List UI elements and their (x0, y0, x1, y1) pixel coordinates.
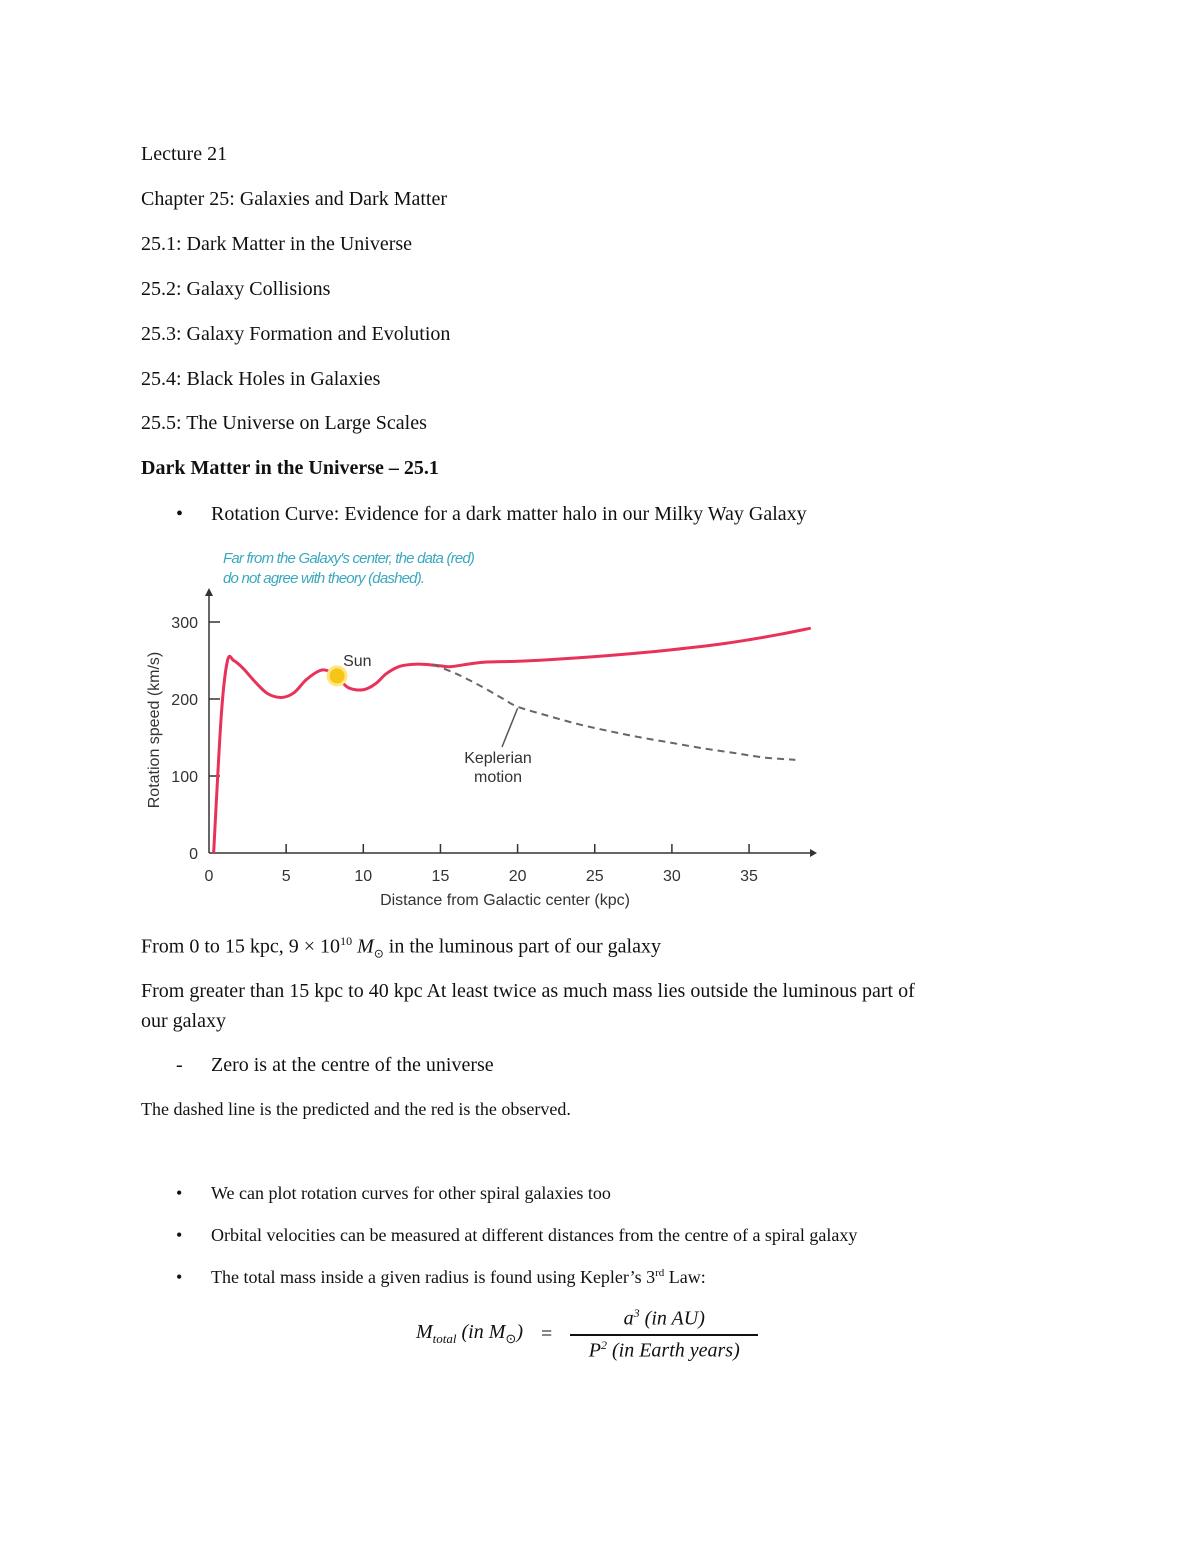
chart-annotation: do not agree with theory (dashed). (223, 570, 424, 587)
x-tick-label: 30 (663, 868, 681, 885)
y-tick-label: 0 (189, 846, 198, 863)
sun-marker (326, 665, 348, 687)
x-tick-label: 15 (432, 868, 450, 885)
mass-text: in the luminous part of our galaxy (383, 935, 661, 958)
bullet-marker: • (176, 503, 184, 525)
bullet-marker: • (176, 1267, 183, 1287)
bullet-text: Rotation Curve: Evidence for a dark matt… (211, 503, 807, 525)
mass-symbol: M (357, 935, 374, 958)
bullet-marker: • (176, 1183, 183, 1203)
lecture-title: Lecture 21 (141, 143, 228, 165)
section-item: 25.4: Black Holes in Galaxies (141, 368, 381, 390)
formula-lhs: Mtotal (in M⊙) (416, 1321, 523, 1347)
section-heading: Dark Matter in the Universe – 25.1 (141, 457, 439, 479)
bullet-text: Orbital velocities can be measured at di… (211, 1225, 858, 1245)
bullet-text: The total mass inside a given radius is … (211, 1267, 706, 1288)
section-item: 25.2: Galaxy Collisions (141, 278, 331, 300)
exponent: 10 (340, 934, 353, 948)
mass-text: From 0 to 15 kpc, 9 × 10 (141, 935, 341, 958)
y-axis-arrow (205, 588, 213, 596)
kepler-formula: Mtotal (in M⊙) = a3 (in AU) P2 (in Earth… (416, 1306, 759, 1362)
ticks: 0 5 10 15 20 25 30 35 0 100 200 300 (171, 615, 758, 885)
y-tick-label: 100 (171, 769, 198, 786)
denominator: P2 (in Earth years) (588, 1337, 740, 1362)
x-tick-label: 20 (509, 868, 527, 885)
x-tick-label: 35 (740, 868, 758, 885)
chart-annotation: Far from the Galaxy's center, the data (… (223, 550, 475, 567)
keplerian-curve (432, 663, 796, 761)
numerator: a3 (in AU) (623, 1306, 705, 1330)
dash-marker: - (176, 1054, 183, 1076)
y-axis-label: Rotation speed (km/s) (146, 652, 163, 809)
x-axis-label: Distance from Galactic center (kpc) (380, 892, 630, 909)
axes (205, 588, 817, 857)
sun-symbol: ⊙ (373, 946, 384, 961)
chapter-title: Chapter 25: Galaxies and Dark Matter (141, 188, 448, 210)
bullet-text-main: The total mass inside a given radius is … (211, 1267, 656, 1287)
note: The dashed line is the predicted and the… (141, 1099, 571, 1119)
sun-label: Sun (343, 653, 371, 670)
rotation-curve-chart: Far from the Galaxy's center, the data (… (146, 550, 817, 909)
observed-curve (212, 626, 812, 854)
x-axis-arrow (810, 849, 817, 857)
bullet-text-tail: Law: (664, 1267, 706, 1287)
equals-sign: = (540, 1322, 553, 1345)
superscript: rd (655, 1267, 665, 1279)
bullet-marker: • (176, 1225, 183, 1245)
keplerian-leader-line (501, 707, 519, 748)
section-item: 25.5: The Universe on Large Scales (141, 412, 427, 434)
section-item: 25.3: Galaxy Formation and Evolution (141, 323, 451, 345)
fraction-bar (570, 1333, 759, 1336)
mass-line-1: From 0 to 15 kpc, 9 × 1010 M⊙ in the lum… (141, 934, 661, 962)
x-tick-label: 5 (282, 868, 291, 885)
keplerian-label: motion (474, 769, 522, 786)
x-tick-label: 10 (354, 868, 372, 885)
mass-line-2: From greater than 15 kpc to 40 kpc At le… (141, 980, 915, 1002)
x-tick-label: 0 (205, 868, 214, 885)
x-tick-label: 25 (586, 868, 604, 885)
y-tick-label: 300 (171, 615, 198, 632)
bullet-text: We can plot rotation curves for other sp… (211, 1183, 611, 1203)
y-tick-label: 200 (171, 692, 198, 709)
keplerian-label: Keplerian (464, 750, 532, 767)
dash-item: Zero is at the centre of the universe (211, 1054, 494, 1076)
section-item: 25.1: Dark Matter in the Universe (141, 233, 413, 255)
fraction: a3 (in AU) P2 (in Earth years) (570, 1306, 759, 1362)
mass-line-2-cont: our galaxy (141, 1010, 226, 1032)
